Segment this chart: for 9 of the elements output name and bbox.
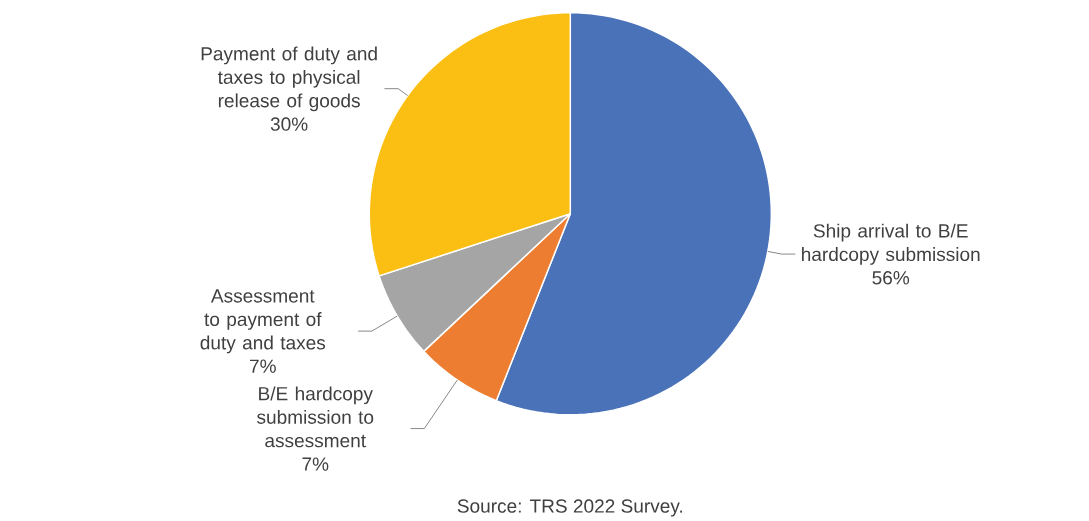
slice-label: B/E hardcopy submission to assessment [257,386,374,448]
slice-label: Payment of duty and taxes to physical release of goods [201,46,377,112]
data-label: 7% [302,457,329,471]
data-label: 56% [872,271,910,285]
data-label: 30% [270,117,308,131]
slice-label: Assessment to payment of duty and taxes [200,289,326,354]
source-note: Source: TRS 2022 Survey. [457,499,683,517]
slice-label: Ship arrival to B/E hardcopy submission [802,223,980,265]
data-label: 7% [250,359,276,374]
